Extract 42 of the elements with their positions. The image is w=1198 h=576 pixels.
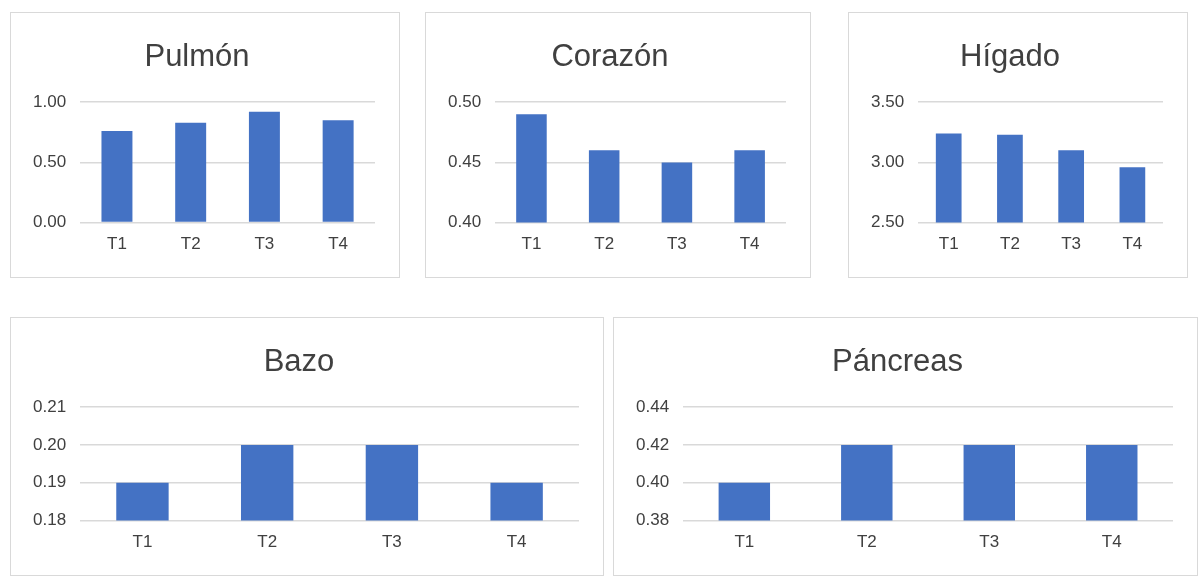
x-tick-label: T1: [132, 532, 153, 552]
x-tick-label: T2: [594, 234, 615, 254]
x-tick-label: T4: [506, 532, 527, 552]
x-tick-label: T1: [107, 234, 127, 254]
x-tick-label: T4: [1101, 532, 1122, 552]
y-tick-label: 0.50: [32, 152, 67, 172]
y-tick-label: 0.00: [32, 212, 67, 232]
x-tick-label: T1: [521, 234, 542, 254]
x-tick-label: T1: [734, 532, 755, 552]
y-tick-label: 0.44: [635, 396, 670, 416]
x-tick-label: T3: [979, 532, 1000, 552]
y-tick-label: 0.20: [32, 434, 67, 454]
chart-title: Pulmón: [144, 38, 250, 74]
chart-title: Bazo: [263, 343, 335, 379]
y-tick-label: 3.50: [870, 91, 905, 111]
x-tick-label: T3: [666, 234, 687, 254]
y-tick-label: 2.50: [870, 212, 905, 232]
y-tick-label: 0.40: [635, 472, 670, 492]
y-tick-label: 0.50: [447, 91, 482, 111]
y-tick-label: 0.21: [32, 396, 67, 416]
x-tick-label: T2: [180, 234, 201, 254]
x-tick-label: T4: [328, 234, 349, 254]
y-tick-label: 0.40: [447, 212, 482, 232]
chart-title: Corazón: [551, 38, 669, 74]
y-tick-label: 3.00: [870, 152, 905, 172]
x-tick-label: T1: [938, 234, 959, 254]
x-tick-label: T4: [739, 234, 760, 254]
x-tick-label: T3: [381, 532, 402, 552]
x-tick-label: T4: [1122, 234, 1143, 254]
x-tick-label: T2: [856, 532, 877, 552]
y-tick-label: 0.38: [635, 510, 670, 530]
chart-title: Hígado: [960, 38, 1060, 74]
x-tick-label: T3: [1061, 234, 1082, 254]
y-tick-label: 1.00: [32, 91, 67, 111]
x-tick-label: T2: [1000, 234, 1020, 254]
y-tick-label: 0.19: [32, 472, 67, 492]
x-tick-label: T2: [257, 532, 278, 552]
y-tick-label: 0.18: [32, 510, 67, 530]
y-tick-label: 0.45: [447, 152, 482, 172]
y-tick-label: 0.42: [635, 434, 670, 454]
x-tick-label: T3: [254, 234, 275, 254]
chart-title: Páncreas: [832, 343, 963, 379]
